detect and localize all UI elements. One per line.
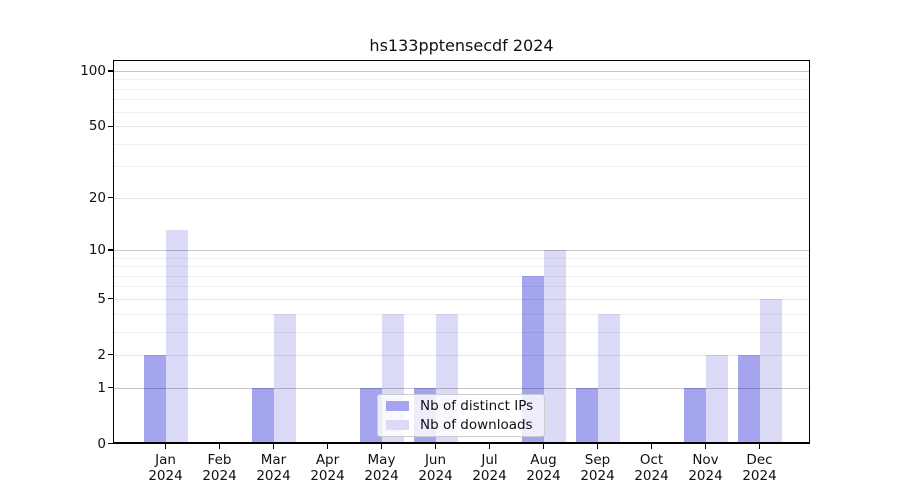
y-tick-label-0: 0 [97,435,106,452]
y-tick-label-1: 1 [97,379,106,396]
x-tick-mark-oct [650,443,653,449]
bar-downloads-jan [165,230,188,443]
y-tick-mark-2 [108,354,113,356]
x-tick-mark-may [380,443,383,449]
x-tick-label-oct: Oct 2024 [634,451,669,485]
bar-downloads-nov [705,354,728,443]
axis-spine-top [113,59,810,61]
y-tick-mark-1 [108,386,113,389]
bar-downloads-dec [759,298,782,443]
legend-swatch-distinct-ips [386,400,409,412]
y-tick-label-20: 20 [88,189,106,206]
x-tick-mark-mar [272,443,275,449]
x-tick-mark-jul [488,443,491,449]
bar-downloads-mar [273,313,296,443]
y-tick-label-100: 100 [80,63,106,79]
y-tick-label-2: 2 [97,346,106,363]
x-tick-label-feb: Feb 2024 [202,451,237,485]
bar-distinct-ips-sep [575,387,598,443]
chart-title: hs133pptensecdf 2024 [369,36,554,55]
legend: Nb of distinct IPs Nb of downloads [377,394,545,437]
y-tick-mark-5 [108,298,113,300]
legend-item-distinct-ips: Nb of distinct IPs [386,398,536,414]
plot-area [113,59,810,444]
y-tick-label-5: 5 [97,290,106,307]
legend-label-downloads: Nb of downloads [420,417,533,433]
bar-downloads-sep [597,313,620,443]
bar-distinct-ips-dec [737,354,760,443]
y-tick-mark-0 [108,442,113,445]
x-tick-label-aug: Aug 2024 [526,451,561,485]
y-tick-mark-20 [108,197,113,199]
legend-swatch-downloads [386,419,409,431]
x-tick-label-apr: Apr 2024 [310,451,345,485]
x-tick-mark-apr [326,443,329,449]
x-tick-label-sep: Sep 2024 [580,451,615,485]
y-tick-mark-10 [108,249,113,251]
bars-layer [113,60,810,444]
x-tick-mark-jun [434,443,437,449]
y-tick-label-10: 10 [88,241,106,258]
legend-label-distinct-ips: Nb of distinct IPs [420,398,534,414]
legend-item-downloads: Nb of downloads [386,417,536,433]
x-tick-mark-dec [758,443,761,449]
bar-distinct-ips-may [359,387,382,443]
bar-distinct-ips-jan [143,354,166,443]
x-tick-label-dec: Dec 2024 [742,451,777,485]
bar-downloads-aug [543,249,566,443]
axis-spine-left [113,59,115,444]
x-tick-mark-jan [164,443,167,449]
y-tick-mark-50 [108,125,113,127]
y-tick-label-50: 50 [88,118,106,135]
axis-spine-right [808,59,810,444]
x-tick-label-jul: Jul 2024 [472,451,507,485]
x-tick-label-mar: Mar 2024 [256,451,291,485]
x-tick-label-may: May 2024 [364,451,399,485]
x-tick-label-jan: Jan 2024 [148,451,183,485]
x-tick-mark-aug [542,443,545,449]
axis-spine-bottom [113,442,810,444]
y-tick-mark-100 [108,70,113,72]
x-tick-label-jun: Jun 2024 [418,451,453,485]
bar-distinct-ips-nov [683,387,706,443]
x-tick-mark-nov [704,443,707,449]
bar-distinct-ips-mar [251,387,274,443]
x-tick-label-nov: Nov 2024 [688,451,723,485]
x-tick-mark-sep [596,443,599,449]
x-tick-mark-feb [218,443,221,449]
